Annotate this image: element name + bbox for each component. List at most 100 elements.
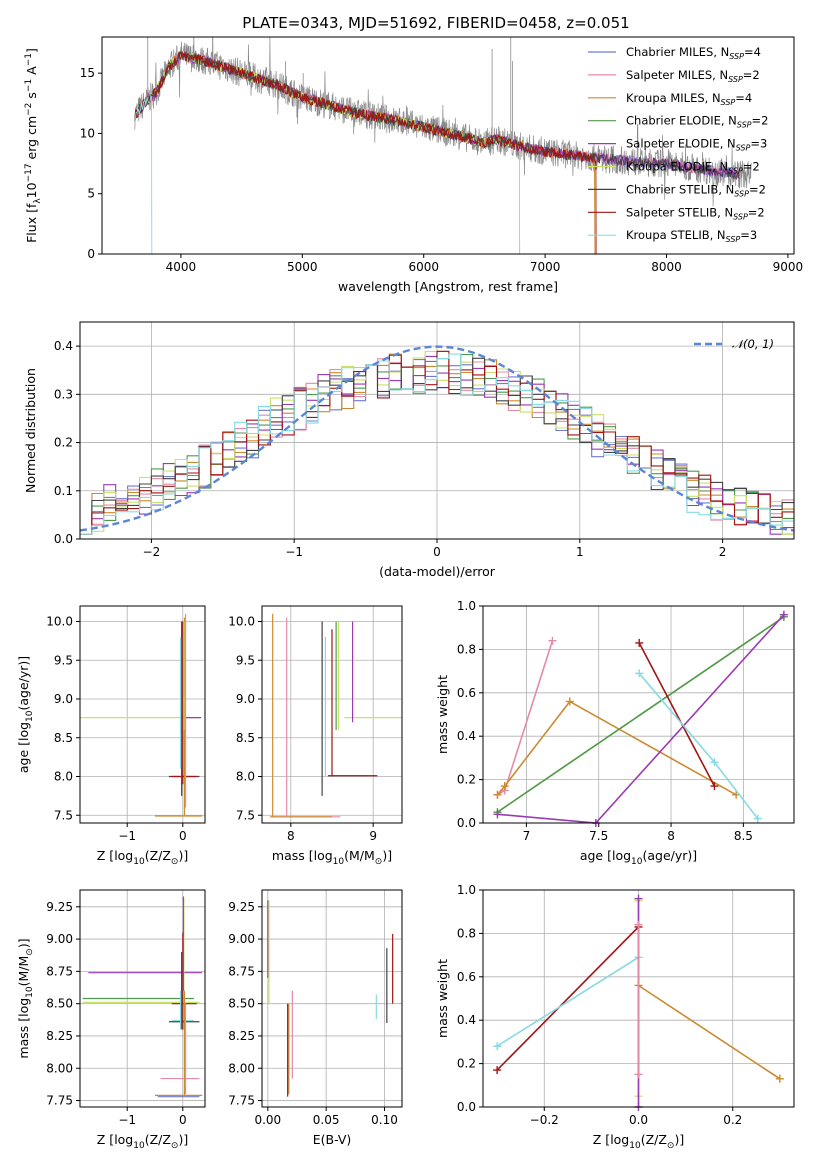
x-axis-label: Z [log10(Z/Z⊙)]	[593, 1132, 684, 1151]
model-line-salpeter-stelib	[134, 51, 597, 254]
legend-entry: Chabrier STELIB, NSSP=2	[626, 182, 766, 198]
x-tick-label: 8	[667, 829, 675, 843]
point-marker-kroupa-stelib	[493, 1042, 502, 1051]
legend-entry: Kroupa ELODIE, NSSP=2	[626, 160, 760, 176]
axes-frame	[101, 36, 795, 255]
y-tick-label: 9.00	[46, 932, 73, 946]
y-tick-label: 8.50	[46, 997, 73, 1011]
model-line-chabrier-elodie	[134, 51, 521, 254]
errorbars	[82, 896, 203, 1098]
panel-residuals: −2 −1 0 1 2 0.0 0.1 0.2 0.3 0.4 (data-model)/error…	[23, 321, 795, 579]
x-tick-label: 0.2	[723, 1113, 742, 1127]
x-tick-label: −1	[285, 545, 303, 559]
x-tick-label: 7.5	[589, 829, 608, 843]
y-tick-label: 0.0	[54, 532, 73, 546]
weight-series	[493, 894, 784, 1111]
y-tick-label: 9.5	[236, 653, 255, 667]
x-tick-label: 5000	[287, 260, 318, 274]
y-tick-label: 9.0	[236, 692, 255, 706]
x-tick-label: 0.10	[371, 1113, 398, 1127]
y-tick-label: 8.0	[236, 770, 255, 784]
y-tick-label: 7.75	[46, 1094, 73, 1108]
axes-frame	[261, 605, 403, 824]
y-tick-label: 7.5	[54, 808, 73, 822]
y-tick-label: 0.0	[457, 816, 476, 830]
gaussian-curve	[80, 345, 794, 532]
y-tick-label: 0.6	[457, 686, 476, 700]
y-tick-label: 8.5	[236, 731, 255, 745]
x-axis-label: Z [log10(Z/Z⊙)]	[97, 1132, 188, 1151]
point-marker-salpeter-elodie	[779, 610, 788, 619]
axes-frame	[482, 889, 795, 1108]
point-marker-salpeter-elodie	[634, 894, 643, 903]
point-marker-salpeter-miles	[634, 1070, 643, 1079]
y-tick-label: 7.5	[236, 808, 255, 822]
y-tick-label: 0.2	[457, 773, 476, 787]
y-axis-label: mass [log10(M/M⊙)]	[16, 938, 35, 1058]
legend-entry: Salpeter STELIB, NSSP=2	[626, 205, 765, 221]
histograms	[80, 345, 794, 535]
x-tick-label: 4000	[166, 260, 197, 274]
x-tick-label: −1	[118, 829, 136, 843]
y-axis-label: age [log10(age/yr)]	[16, 656, 35, 773]
x-tick-label: 0.0	[629, 1113, 648, 1127]
panel-age-vs-Z: −1 0 7.5 8.0 8.5 9.0 9.5 10.0 Z [log10(Z/Z⊙)] age…	[16, 605, 206, 867]
y-tick-label: 10	[80, 126, 95, 140]
x-tick-label: 7000	[530, 260, 561, 274]
point-marker-salpeter-stelib	[493, 1066, 502, 1075]
y-axis-label: mass weight	[435, 959, 450, 1038]
y-tick-label: 8.25	[228, 1029, 255, 1043]
spectrum-lines	[134, 37, 752, 254]
y-tick-label: 0.4	[457, 1013, 476, 1027]
model-line-kroupa-miles	[134, 52, 596, 254]
x-tick-label: 6000	[408, 260, 439, 274]
series-line-kroupa-miles	[496, 700, 737, 796]
series-line-kroupa-stelib	[638, 672, 759, 820]
x-tick-label: 0.05	[313, 1113, 340, 1127]
x-tick-label: 8	[287, 829, 295, 843]
y-tick-label: 8.00	[228, 1061, 255, 1075]
axes-frame	[482, 605, 795, 824]
point-marker-kroupa-miles	[775, 1074, 784, 1083]
x-axis-label: mass [log10(M/M⊙)]	[272, 848, 392, 867]
model-line-kroupa-elodie	[134, 49, 521, 254]
x-tick-label: −0.2	[530, 1113, 559, 1127]
x-tick-label: 9	[369, 829, 377, 843]
x-axis-label: (data-model)/error	[379, 564, 496, 579]
point-marker-kroupa-stelib	[753, 814, 762, 823]
y-tick-label: 10.0	[46, 615, 73, 629]
panel-mass-vs-ebv: 0.00 0.05 0.10 7.75 8.00 8.25 8.50 8.75 9.00 9.25…	[228, 889, 403, 1147]
x-tick-label: 0	[433, 545, 441, 559]
point-marker-kroupa-stelib	[710, 758, 719, 767]
legend-gaussian: 𝒩(0, 1)	[732, 337, 774, 351]
y-tick-label: 0.2	[54, 436, 73, 450]
series-line-salpeter-stelib	[496, 926, 640, 1071]
errorbars	[80, 613, 203, 817]
x-tick-label: 0	[179, 1113, 187, 1127]
panel-mass-vs-Z: −1 0 7.75 8.00 8.25 8.50 8.75 9.00 9.25 Z [log10(…	[16, 889, 206, 1151]
y-tick-label: 0.6	[457, 970, 476, 984]
y-tick-label: 9.0	[54, 692, 73, 706]
x-tick-label: 8000	[651, 260, 682, 274]
observed-spectrum	[134, 37, 752, 207]
panel-weight-vs-Z: −0.2 0.0 0.2 0.0 0.2 0.4 0.6 0.8 1.0 Z [log10(Z/Z…	[435, 883, 795, 1151]
y-tick-label: 8.75	[46, 964, 73, 978]
series-line-kroupa-miles	[638, 984, 781, 1080]
histogram-kroupa-stelib	[80, 353, 794, 535]
x-axis-label: wavelength [Angstrom, rest frame]	[338, 279, 558, 294]
series-line-salpeter-stelib	[638, 642, 716, 787]
y-tick-label: 0.2	[457, 1057, 476, 1071]
y-tick-label: 8.5	[54, 731, 73, 745]
y-tick-label: 8.25	[46, 1029, 73, 1043]
x-tick-label: 0	[179, 829, 187, 843]
y-tick-label: 1.0	[457, 883, 476, 897]
y-tick-label: 9.25	[228, 900, 255, 914]
y-tick-label: 8.75	[228, 964, 255, 978]
legend-entry: Kroupa MILES, NSSP=4	[626, 91, 752, 107]
point-marker-kroupa-miles	[493, 790, 502, 799]
y-tick-label: 0.4	[54, 339, 73, 353]
x-tick-label: 1	[576, 545, 584, 559]
point-marker-salpeter-miles	[634, 920, 643, 929]
series-line-kroupa-stelib	[496, 956, 639, 1047]
